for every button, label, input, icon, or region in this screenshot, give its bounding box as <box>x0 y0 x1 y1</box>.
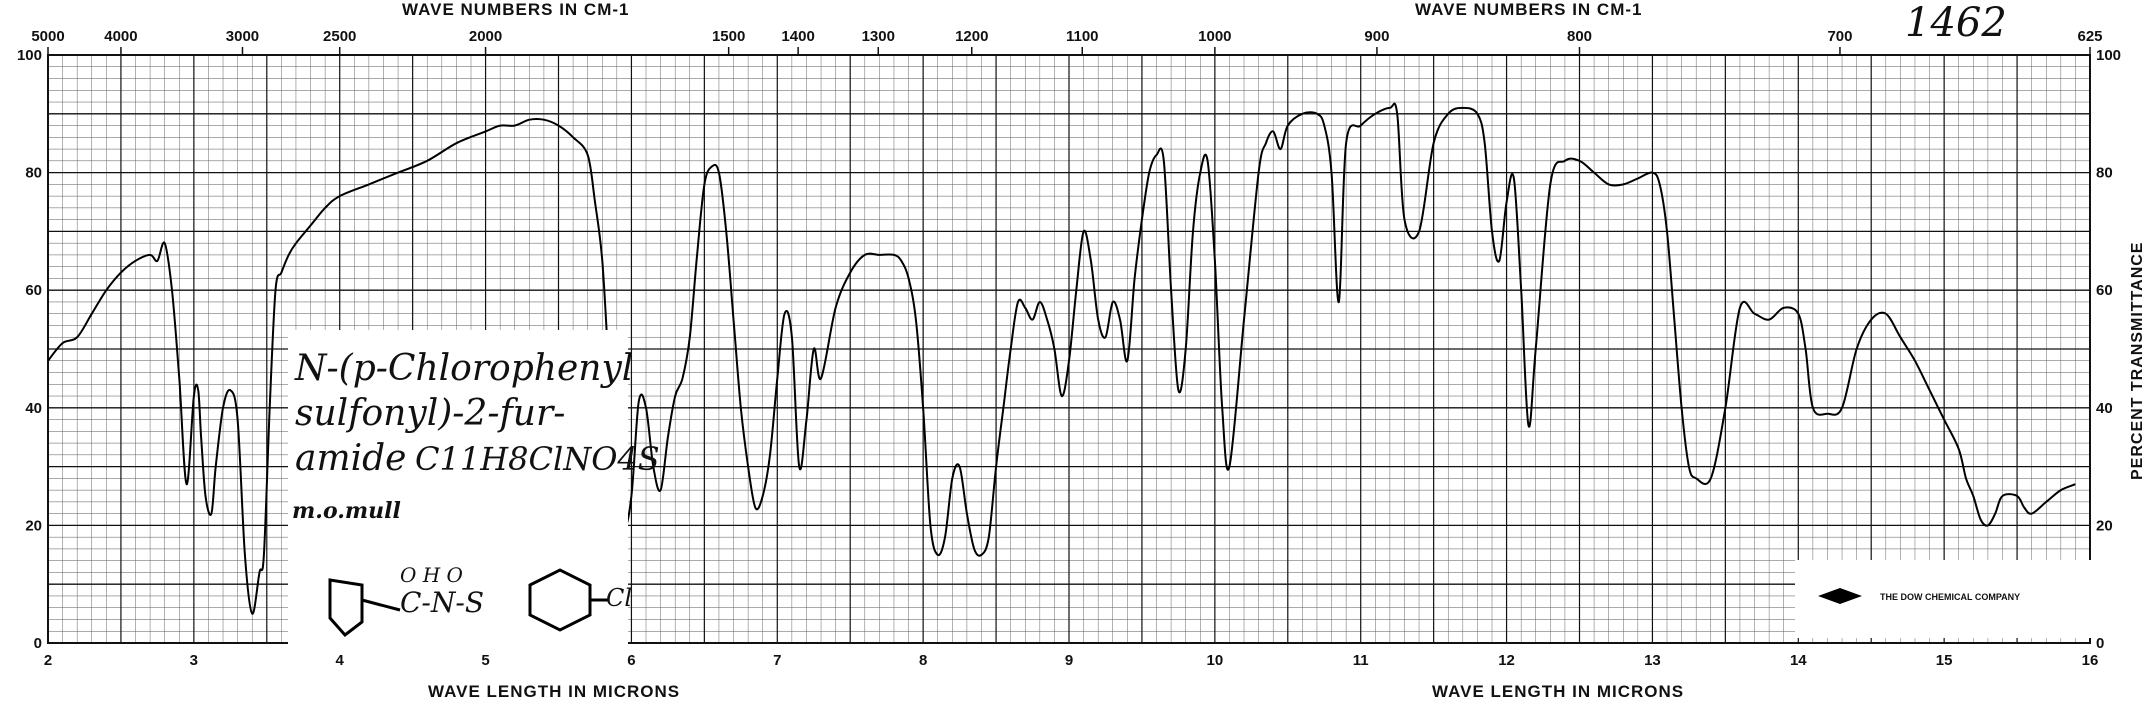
top-tick-label: 1300 <box>862 28 895 45</box>
top-tick-label: 2000 <box>469 28 502 45</box>
bottom-tick-label: 13 <box>1644 652 1661 669</box>
bottom-axis-title-left: WAVE LENGTH IN MICRONS <box>428 682 680 701</box>
compound-name-line-3: amide <box>295 438 406 479</box>
right-axis-title: PERCENT TRANSMITTANCE <box>2129 242 2146 480</box>
compound-name-line-1: N-(p-Chlorophenyl <box>294 348 633 389</box>
bottom-wavelength-ticks: 2 3 4 5 6 7 8 9 10 11 12 13 14 15 16 <box>44 652 2099 669</box>
company-name: THE DOW CHEMICAL COMPANY <box>1880 592 2020 602</box>
catalog-number: 1462 <box>1905 0 2007 46</box>
bottom-tick-label: 3 <box>190 652 198 669</box>
right-tick-label: 40 <box>2096 400 2113 417</box>
top-tick-label: 1000 <box>1198 28 1231 45</box>
plot-frame <box>47 54 2091 644</box>
structure-chlorine: Cl <box>606 584 632 612</box>
left-tick-label: 20 <box>25 517 42 534</box>
left-tick-label: 0 <box>34 635 42 652</box>
sample-method: m.o.mull <box>292 498 401 524</box>
top-tick-label: 3000 <box>226 28 259 45</box>
left-tick-label: 60 <box>25 282 42 299</box>
bottom-tick-label: 10 <box>1207 652 1224 669</box>
right-tick-label: 0 <box>2096 635 2104 652</box>
top-tick-label: 700 <box>1827 28 1852 45</box>
top-tick-label: 1500 <box>712 28 745 45</box>
bottom-tick-label: 2 <box>44 652 52 669</box>
bottom-tick-label: 12 <box>1498 652 1515 669</box>
top-tick-label: 1100 <box>1066 28 1099 45</box>
left-tick-label: 80 <box>25 165 42 182</box>
dow-diamond-logo-icon <box>1818 588 1862 604</box>
top-tick-label: 5000 <box>31 28 64 45</box>
top-tick-label: 2500 <box>323 28 356 45</box>
furan-ring-icon <box>328 578 364 638</box>
bottom-tick-label: 8 <box>919 652 927 669</box>
top-tick-label: 900 <box>1364 28 1389 45</box>
right-tick-label: 20 <box>2096 517 2113 534</box>
bottom-tick-label: 16 <box>2082 652 2099 669</box>
top-axis-title-right: WAVE NUMBERS IN CM-1 <box>1415 0 1642 19</box>
bottom-tick-label: 5 <box>481 652 489 669</box>
benzene-ring-icon <box>528 568 592 632</box>
top-wavenumber-ticks: 5000 4000 3000 2500 2000 1500 1400 1300 1200 1100… <box>31 28 2103 55</box>
bottom-tick-label: 6 <box>627 652 635 669</box>
left-tick-label: 100 <box>17 47 42 64</box>
top-tick-label: 625 <box>2077 28 2102 45</box>
right-tick-label: 60 <box>2096 282 2113 299</box>
top-tick-label: 1400 <box>781 28 814 45</box>
left-transmittance-ticks: 0 20 40 60 80 100 <box>17 47 42 652</box>
structure-drawing <box>328 568 608 638</box>
right-transmittance-ticks: 0 20 40 60 80 100 <box>2096 47 2121 652</box>
bottom-tick-label: 11 <box>1353 652 1369 669</box>
compound-formula: C11H8ClNO4S <box>415 440 660 478</box>
top-tick-label: 800 <box>1567 28 1592 45</box>
left-tick-label: 40 <box>25 400 42 417</box>
right-tick-label: 80 <box>2096 165 2113 182</box>
top-axis-title-left: WAVE NUMBERS IN CM-1 <box>402 0 629 19</box>
top-tick-label: 1200 <box>955 28 988 45</box>
bottom-tick-label: 9 <box>1065 652 1073 669</box>
top-tick-label: 4000 <box>104 28 137 45</box>
bottom-tick-label: 15 <box>1936 652 1953 669</box>
compound-label-box <box>288 330 628 650</box>
bottom-tick-label: 7 <box>773 652 781 669</box>
spectrum-line <box>47 102 2076 615</box>
structure-oxygen-hydrogen-labels: O H O <box>400 563 463 587</box>
bottom-axis-title-right: WAVE LENGTH IN MICRONS <box>1432 682 1684 701</box>
bottom-tick-label: 4 <box>336 652 345 669</box>
right-tick-label: 100 <box>2096 47 2121 64</box>
bottom-tick-label: 14 <box>1790 652 1807 669</box>
compound-name-line-2: sulfonyl)-2-fur- <box>295 393 565 434</box>
bond-line <box>361 598 401 612</box>
structure-amide-sulfonyl: C-N-S <box>400 586 484 619</box>
